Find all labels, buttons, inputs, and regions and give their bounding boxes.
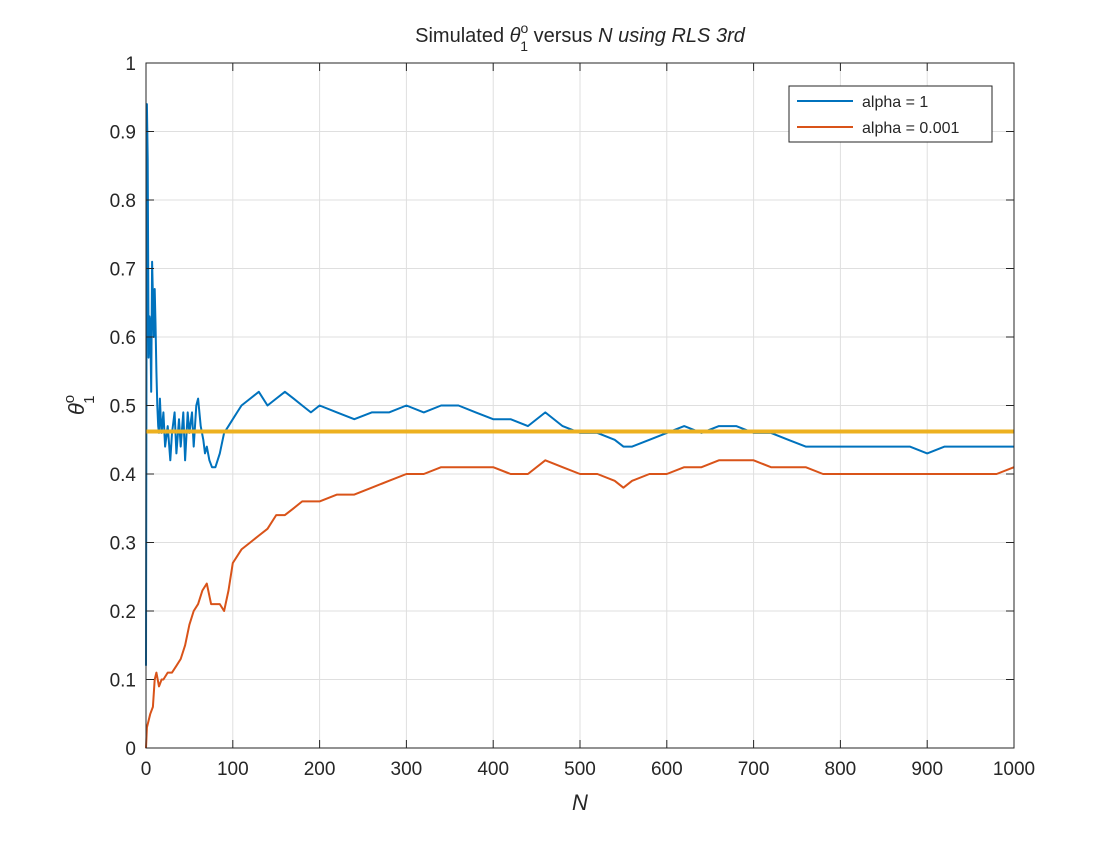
y-label-superscript: o bbox=[61, 395, 78, 403]
legend: alpha = 1 alpha = 0.001 bbox=[789, 86, 992, 142]
y-tick-label: 0.4 bbox=[110, 465, 137, 486]
y-tick-label: 0.7 bbox=[110, 260, 136, 281]
y-tick-label: 0.6 bbox=[110, 328, 136, 349]
x-tick-label: 0 bbox=[141, 759, 152, 780]
x-tick-label: 900 bbox=[911, 759, 943, 780]
x-tick-label: 200 bbox=[304, 759, 336, 780]
legend-label-alpha-0001: alpha = 0.001 bbox=[862, 120, 960, 137]
title-middle: versus bbox=[528, 25, 598, 47]
x-tick-label: 100 bbox=[217, 759, 249, 780]
legend-label-alpha-1: alpha = 1 bbox=[862, 94, 928, 111]
title-subscript: 1 bbox=[520, 38, 528, 54]
x-tick-label: 500 bbox=[564, 759, 596, 780]
x-tick-label: 400 bbox=[477, 759, 509, 780]
title-suffix: using RLS 3rd bbox=[613, 25, 746, 47]
y-tick-label: 0.1 bbox=[110, 671, 136, 692]
x-tick-label: 300 bbox=[391, 759, 423, 780]
x-axis-label: N bbox=[572, 790, 588, 815]
y-label-symbol: θ bbox=[64, 403, 89, 415]
title-var: N bbox=[598, 25, 613, 47]
y-tick-label: 0.9 bbox=[110, 123, 136, 144]
x-tick-label: 600 bbox=[651, 759, 683, 780]
y-tick-label: 0.3 bbox=[110, 534, 136, 555]
y-tick-label: 0.8 bbox=[110, 191, 136, 212]
y-tick-label: 0 bbox=[125, 739, 136, 760]
y-tick-label: 0.2 bbox=[110, 602, 136, 623]
x-tick-label: 700 bbox=[738, 759, 770, 780]
y-label-subscript: 1 bbox=[81, 396, 98, 404]
y-tick-label: 0.5 bbox=[110, 397, 136, 418]
title-prefix: Simulated bbox=[415, 25, 510, 47]
title-symbol: θ bbox=[510, 25, 521, 47]
y-tick-label: 1 bbox=[125, 54, 136, 75]
x-tick-label: 800 bbox=[825, 759, 857, 780]
x-tick-label: 1000 bbox=[993, 759, 1035, 780]
